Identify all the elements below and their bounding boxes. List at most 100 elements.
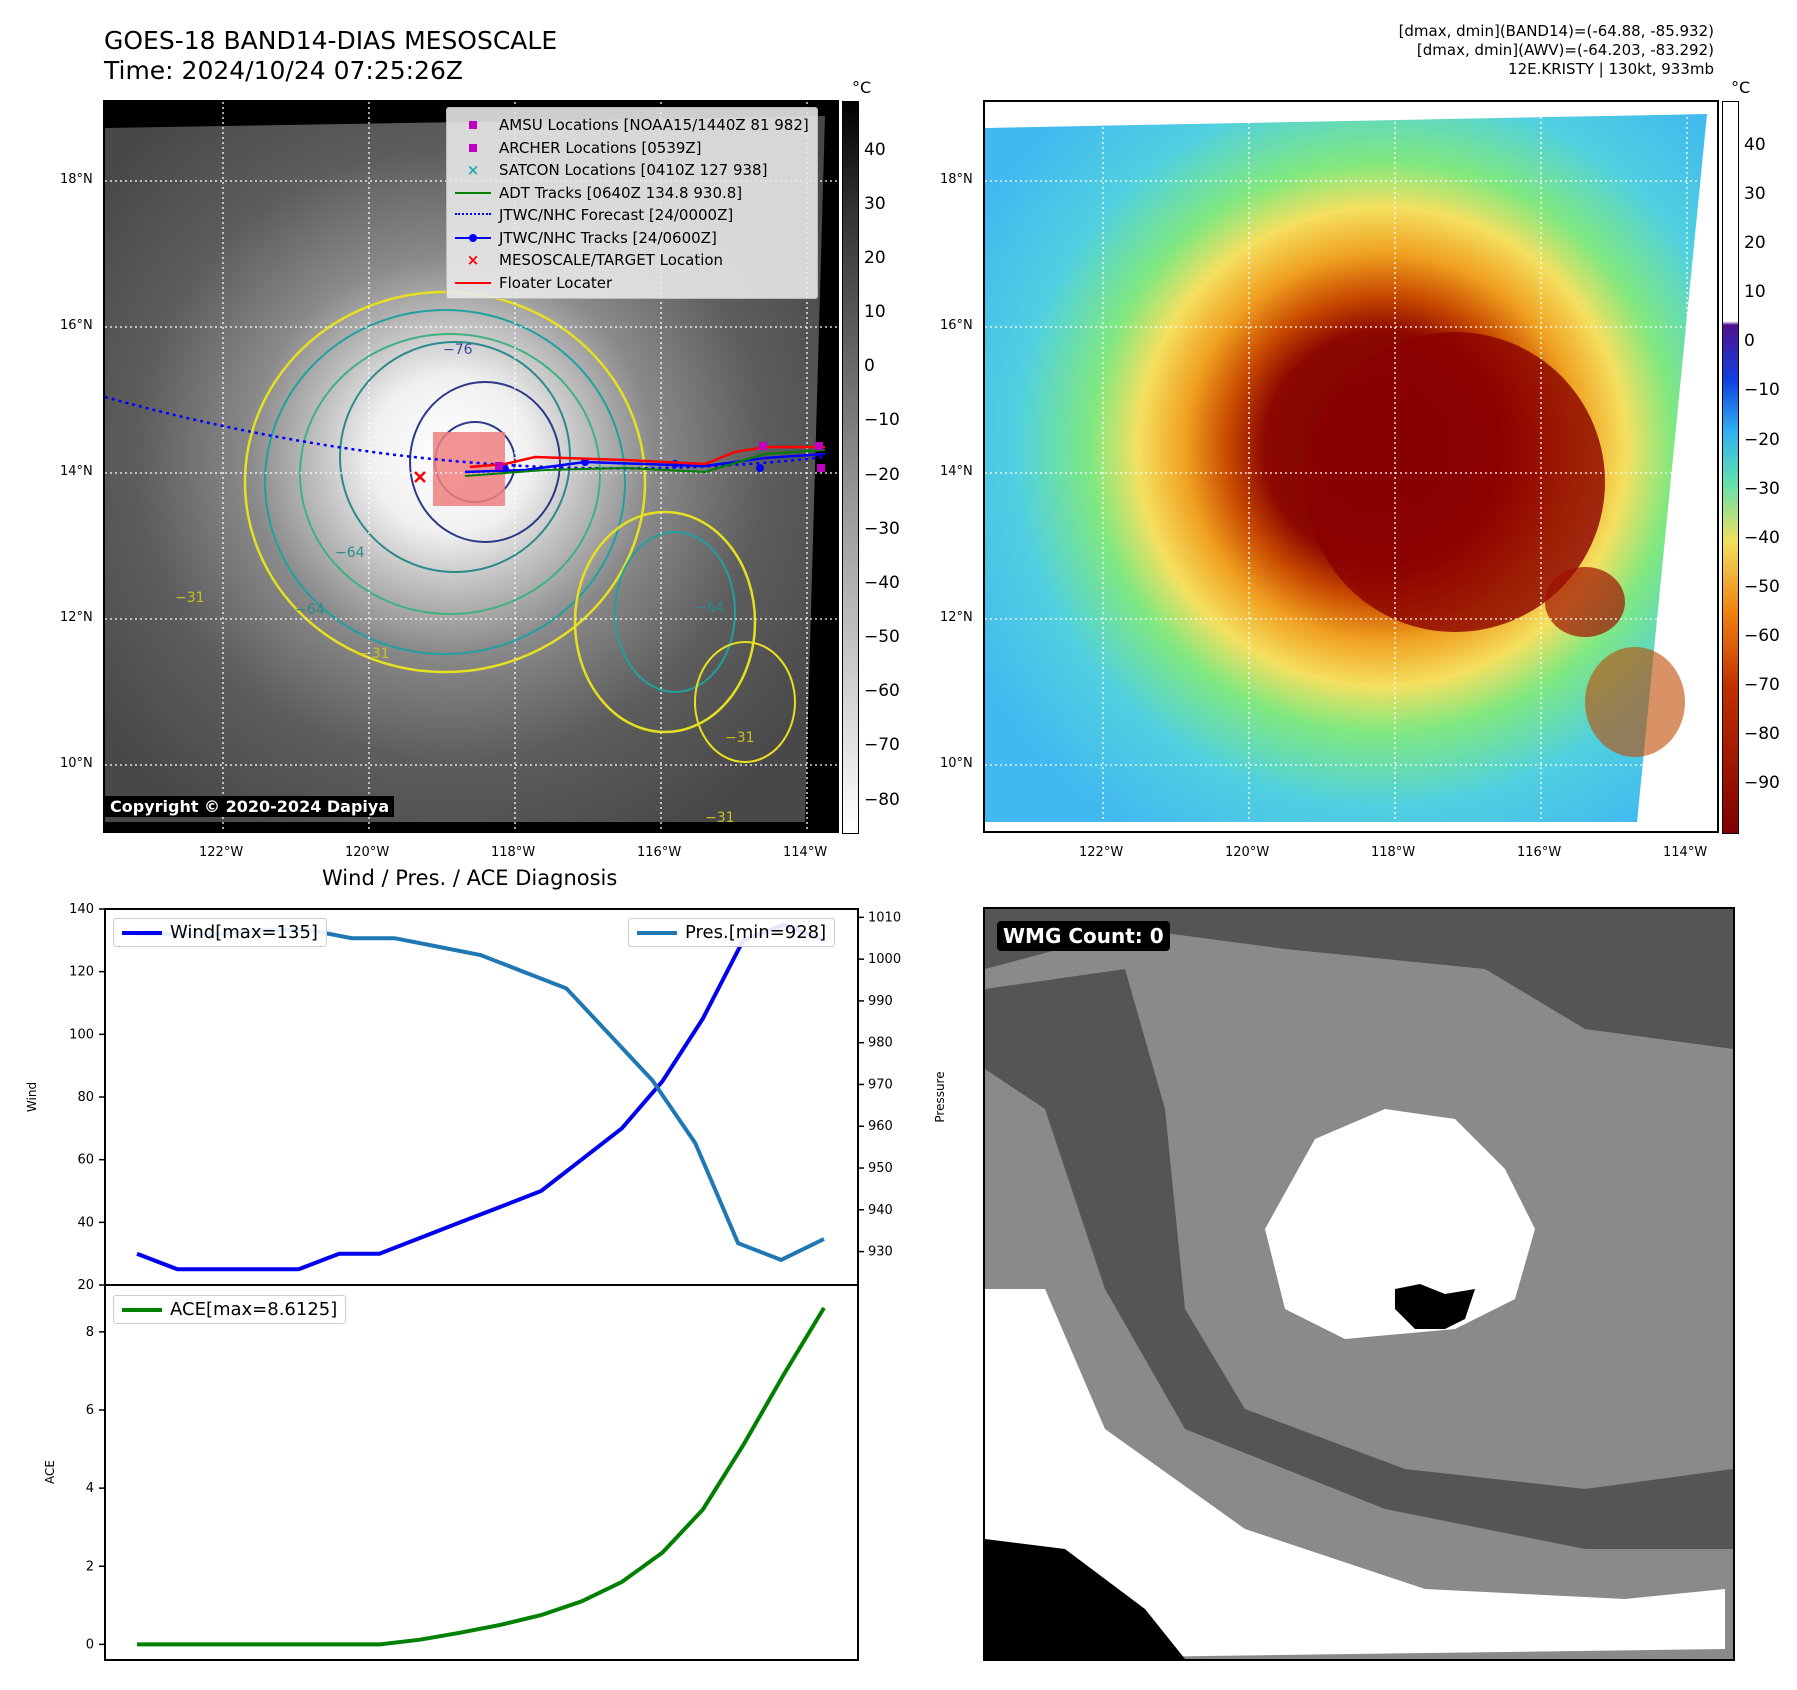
- info-line-2: [dmax, dmin](AWV)=(-64.203, -83.292): [1416, 41, 1714, 59]
- line-icon: [455, 275, 491, 291]
- diagnosis-title: Wind / Pres. / ACE Diagnosis: [322, 866, 618, 890]
- lat-label: 18°N: [60, 172, 93, 187]
- ace-y-ticks: 8 6 4 2 0: [86, 1325, 105, 1652]
- tick-label: 100: [69, 1027, 94, 1042]
- colorbar-tick-label: −50: [1744, 576, 1780, 597]
- legend-item-mesoscale: × MESOSCALE/TARGET Location: [455, 249, 809, 272]
- jtwc-track: [464, 452, 826, 474]
- colorbar-tick-label: 40: [864, 139, 886, 160]
- lat-label: 16°N: [940, 318, 973, 333]
- pressure-ylabel: Pressure: [933, 1071, 947, 1122]
- color-ir-panel: [983, 100, 1719, 833]
- colorbar-tick-label: −20: [1744, 429, 1780, 450]
- tick-label: 970: [868, 1077, 893, 1092]
- pressure-legend-label: Pres.[min=928]: [685, 922, 827, 943]
- tick-label: 8: [86, 1325, 94, 1340]
- colorbar-tick-label: −30: [864, 518, 900, 539]
- colorbar-tick-label: −20: [864, 464, 900, 485]
- colorbar-tick-label: 10: [864, 302, 886, 323]
- wmg-svg: [985, 909, 1733, 1659]
- adt-track: [464, 449, 826, 477]
- amsu-points: [495, 442, 825, 472]
- lon-label: 114°W: [783, 845, 828, 860]
- colorbar-tick-label: −40: [864, 572, 900, 593]
- info-line-1: [dmax, dmin](BAND14)=(-64.88, -85.932): [1398, 22, 1714, 40]
- wind-legend-label: Wind[max=135]: [170, 922, 318, 943]
- colorbar-tick-label: −30: [1744, 478, 1780, 499]
- pressure-y-ticks: 1010 1000 990 980 970 960 950 940 930: [858, 910, 901, 1260]
- ace-ylabel: ACE: [43, 1460, 57, 1484]
- svg-text:−64: −64: [295, 602, 325, 618]
- ir-colorbar: [842, 101, 859, 834]
- lon-label: 122°W: [199, 845, 244, 860]
- line-icon: [637, 930, 677, 935]
- colorbar-tick-label: 10: [1744, 282, 1766, 303]
- ace-series-line: [137, 1306, 826, 1647]
- legend-item-adt: ADT Tracks [0640Z 134.8 930.8]: [455, 182, 809, 205]
- figure-title: GOES-18 BAND14-DIAS MESOSCALE Time: 2024…: [104, 26, 557, 86]
- colorbar-tick-label: 20: [864, 248, 886, 269]
- forecast-track: [105, 395, 826, 470]
- target-box: [433, 432, 505, 506]
- tick-label: 4: [86, 1481, 94, 1496]
- tick-label: 1010: [868, 910, 901, 925]
- wind-series-line: [136, 922, 825, 1272]
- wind-ylabel: Wind: [25, 1082, 39, 1112]
- colorbar-tick-label: −90: [1744, 772, 1780, 793]
- colorbar-tick-label: −70: [864, 735, 900, 756]
- colorbar-tick-label: −70: [1744, 674, 1780, 695]
- lon-label: 122°W: [1079, 845, 1124, 860]
- wind-y-ticks: 140 120 100 80 60 40 20: [69, 902, 105, 1293]
- svg-text:−64: −64: [695, 600, 725, 616]
- legend-item-floater: Floater Locater: [455, 272, 809, 295]
- legend-item-amsu: AMSU Locations [NOAA15/1440Z 81 982]: [455, 114, 809, 137]
- ace-legend-label: ACE[max=8.6125]: [170, 1299, 338, 1320]
- tick-label: 40: [77, 1215, 94, 1230]
- mesoscale-target-marker: [414, 471, 426, 483]
- map-grid: [985, 102, 1717, 831]
- lon-label: 120°W: [1225, 845, 1270, 860]
- copyright-label: Copyright © 2020-2024 Dapiya: [105, 796, 395, 817]
- tick-label: 60: [77, 1153, 94, 1168]
- line-icon: [122, 930, 162, 935]
- title-line-1: GOES-18 BAND14-DIAS MESOSCALE: [104, 26, 558, 55]
- lon-label: 120°W: [345, 845, 390, 860]
- tick-label: 990: [868, 994, 893, 1009]
- svg-text:−31: −31: [175, 590, 205, 606]
- wmg-panel: WMG Count: 0: [983, 907, 1735, 1661]
- line-dot-icon: [455, 230, 491, 246]
- colorbar-tick-label: −10: [1744, 380, 1780, 401]
- colorbar-tick-label: −60: [1744, 625, 1780, 646]
- colorbar-tick-label: 0: [864, 356, 875, 377]
- lat-label: 10°N: [60, 756, 93, 771]
- colorbar-tick-label: −60: [864, 681, 900, 702]
- colorbar-tick-label: 30: [1744, 184, 1766, 205]
- legend-item-jtwc-tracks: JTWC/NHC Tracks [24/0600Z]: [455, 227, 809, 250]
- tick-label: 120: [69, 965, 94, 980]
- tick-label: 0: [86, 1637, 94, 1652]
- color-colorbar: [1722, 101, 1739, 834]
- lon-label: 118°W: [1371, 845, 1416, 860]
- colorbar-tick-label: −10: [864, 410, 900, 431]
- title-line-2: Time: 2024/10/24 07:25:26Z: [104, 56, 463, 85]
- lat-label: 14°N: [940, 464, 973, 479]
- tick-label: 980: [868, 1036, 893, 1051]
- x-marker-icon: ×: [466, 161, 480, 180]
- lon-label: 116°W: [637, 845, 682, 860]
- lat-label: 18°N: [940, 172, 973, 187]
- ir-legend: AMSU Locations [NOAA15/1440Z 81 982] ARC…: [446, 107, 818, 299]
- lon-label: 116°W: [1517, 845, 1562, 860]
- tick-label: 930: [868, 1245, 893, 1260]
- tick-label: 960: [868, 1119, 893, 1134]
- legend-item-forecast: JTWC/NHC Forecast [24/0000Z]: [455, 204, 809, 227]
- wmg-count-label: WMG Count: 0: [997, 921, 1170, 951]
- colorbar-tick-label: −80: [864, 789, 900, 810]
- lat-label: 16°N: [60, 318, 93, 333]
- colorbar-tick-label: 20: [1744, 233, 1766, 254]
- colorbar-tick-label: 0: [1744, 331, 1755, 352]
- colorbar-tick-label: −50: [864, 627, 900, 648]
- svg-text:−31: −31: [725, 730, 755, 746]
- lat-label: 14°N: [60, 464, 93, 479]
- ace-axes-frame: [104, 1284, 859, 1661]
- ir-colorbar-unit: °C: [852, 78, 872, 97]
